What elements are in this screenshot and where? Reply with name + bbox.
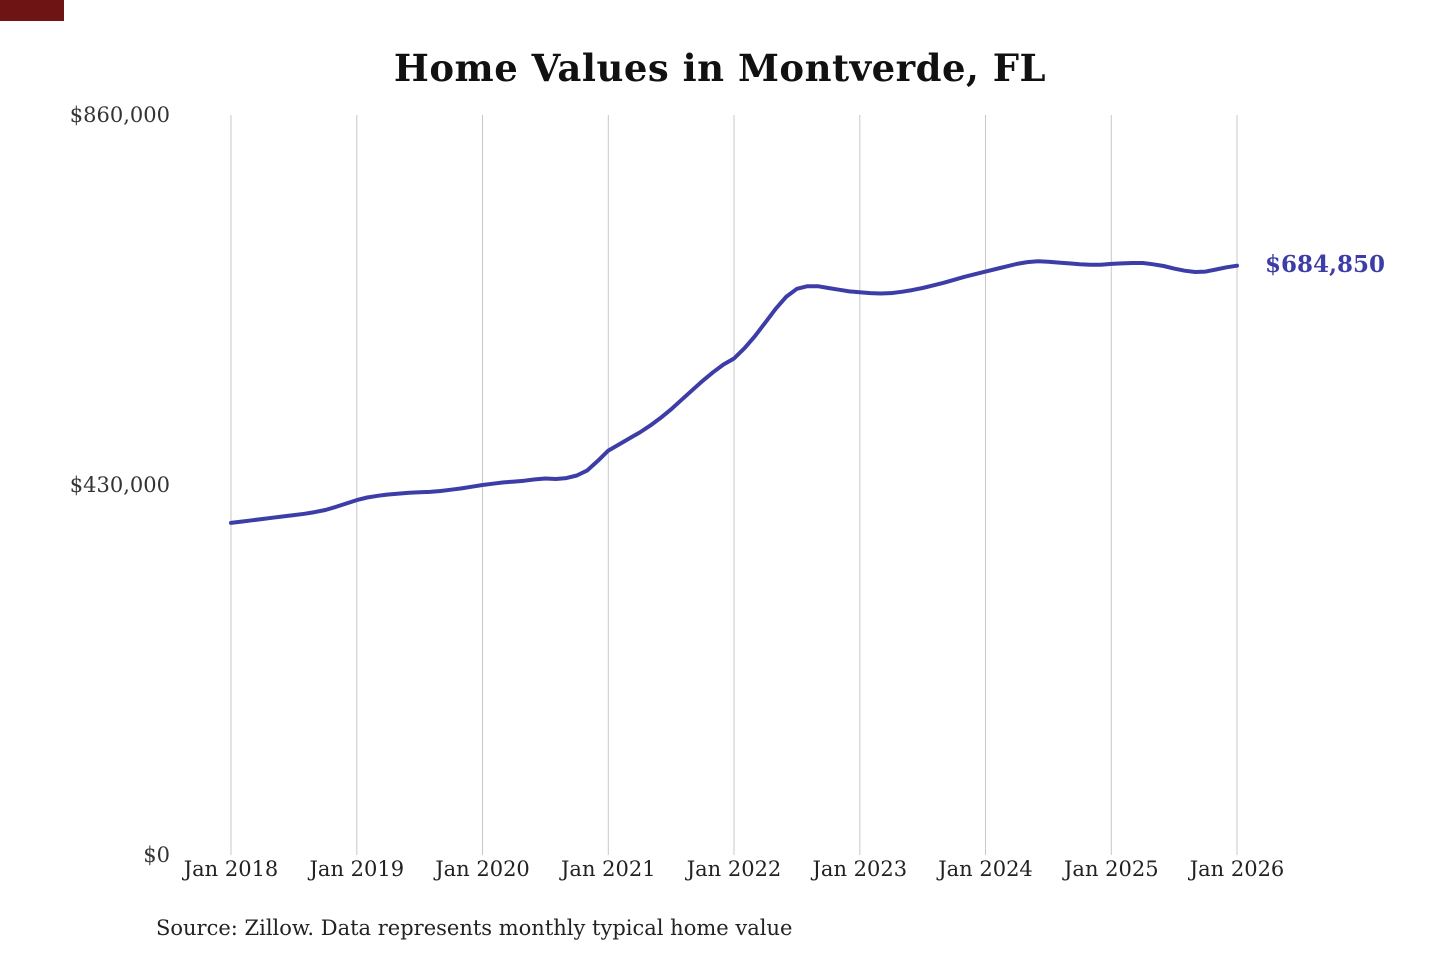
y-tick-label: $0 (143, 843, 170, 867)
source-note: Source: Zillow. Data represents monthly … (156, 916, 793, 940)
x-tick-label: Jan 2026 (1189, 857, 1285, 881)
y-tick-label: $860,000 (69, 103, 170, 127)
x-tick-label: Jan 2021 (561, 857, 656, 881)
x-tick-label: Jan 2019 (309, 857, 405, 881)
x-tick-label: Jan 2018 (183, 857, 279, 881)
latest-value-label: $684,850 (1265, 250, 1386, 278)
x-tick-label: Jan 2022 (686, 857, 782, 881)
x-tick-label: Jan 2020 (435, 857, 530, 881)
x-tick-label: Jan 2023 (812, 857, 908, 881)
chart-title: Home Values in Montverde, FL (393, 46, 1047, 90)
value-line (229, 259, 1239, 525)
y-tick-label: $430,000 (69, 473, 170, 497)
top-left-red-bar (0, 0, 64, 21)
x-tick-label: Jan 2024 (938, 857, 1033, 881)
x-tick-label: Jan 2025 (1064, 857, 1159, 881)
